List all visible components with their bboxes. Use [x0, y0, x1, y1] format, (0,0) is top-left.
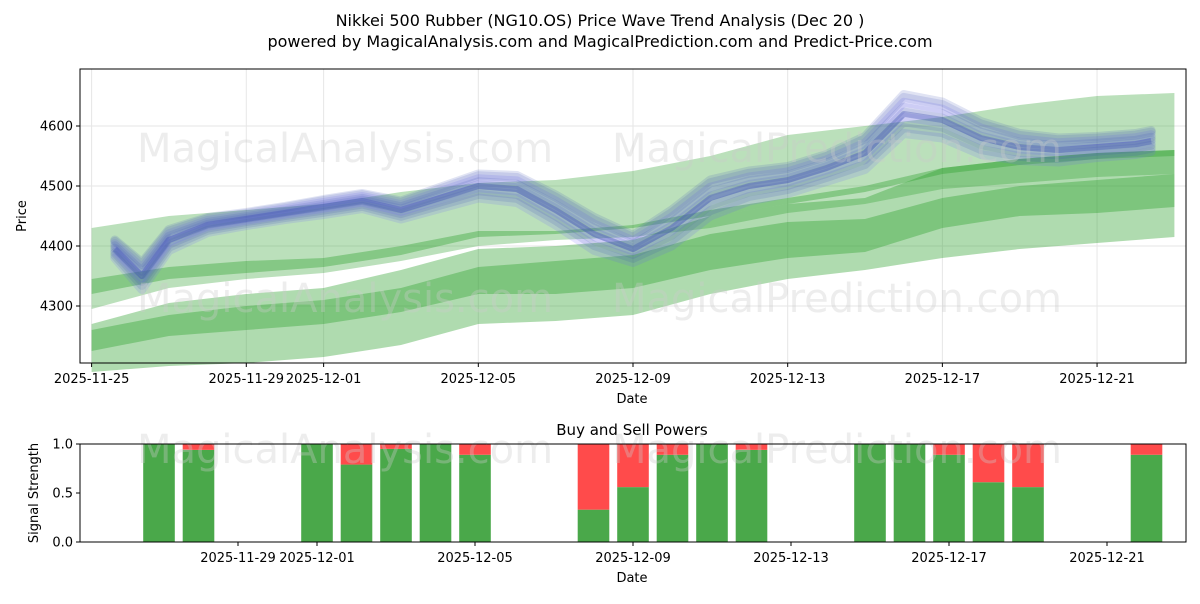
power-chart-title: Buy and Sell Powers	[556, 421, 708, 439]
watermark-analysis-mid: MagicalAnalysis.com	[137, 276, 553, 322]
power-y-axis-label: Signal Strength	[27, 443, 42, 543]
power-y-tick-label: 1.0	[52, 438, 73, 453]
sell-bar	[656, 444, 689, 455]
price-panel: MagicalAnalysis.com MagicalPrediction.co…	[15, 68, 1187, 407]
watermark-prediction-bottom: MagicalPrediction.com	[612, 427, 1062, 473]
watermark-analysis-top: MagicalAnalysis.com	[137, 126, 553, 172]
sell-bar	[735, 444, 768, 450]
buy-bar	[1130, 454, 1163, 542]
buy-bar	[301, 444, 333, 542]
sell-bar	[617, 444, 649, 488]
price-y-axis-label: Price	[15, 200, 30, 232]
buy-bar	[459, 454, 491, 542]
price-x-tick-label: 2025-12-13	[750, 372, 826, 387]
price-wave-core	[112, 111, 1152, 279]
price-x-tick-label: 2025-12-09	[595, 372, 671, 387]
prediction-bands	[91, 93, 1175, 372]
sell-bar	[182, 444, 215, 450]
power-panel: Buy and Sell Powers MagicalAnalysis.com …	[27, 421, 1187, 586]
power-x-ticks: 2025-11-29 2025-12-01 2025-12-05 2025-12-09…	[200, 542, 1145, 566]
buy-bar	[340, 464, 373, 542]
sell-bar	[972, 444, 1005, 483]
buy-bar	[617, 487, 649, 542]
watermark-prediction-mid: MagicalPrediction.com	[612, 276, 1062, 322]
power-y-tick-label: 0.5	[52, 487, 73, 502]
price-x-tick-label: 2025-11-29	[209, 372, 285, 387]
power-x-tick-label: 2025-12-21	[1069, 551, 1145, 566]
sell-bar	[1012, 444, 1044, 488]
buy-bar	[577, 509, 610, 542]
power-x-tick-label: 2025-12-13	[753, 551, 829, 566]
buy-bar	[143, 444, 175, 542]
prediction-band	[91, 150, 1175, 372]
chart-subtitle: powered by MagicalAnalysis.com and Magic…	[267, 32, 932, 51]
price-x-tick-label: 2025-12-01	[286, 372, 362, 387]
buy-bar	[854, 444, 886, 542]
buy-bar	[656, 454, 689, 542]
sell-bar	[459, 444, 491, 455]
price-wave-line	[110, 90, 1156, 267]
price-wave-line	[110, 97, 1156, 273]
power-x-axis-label: Date	[616, 571, 647, 586]
price-wave-line	[110, 129, 1156, 294]
sell-bar	[340, 444, 373, 465]
price-wave-line	[110, 92, 1156, 269]
price-wave-line	[110, 102, 1156, 276]
price-wave-line	[110, 123, 1156, 290]
power-bars	[143, 444, 1163, 542]
sell-bar	[1130, 444, 1163, 455]
sell-bar	[933, 444, 965, 455]
buy-bar	[182, 449, 215, 542]
price-y-tick-label: 4600	[40, 120, 73, 135]
power-x-tick-label: 2025-12-01	[279, 551, 355, 566]
watermark-analysis-bottom: MagicalAnalysis.com	[137, 427, 553, 473]
power-y-tick-label: 0.0	[52, 536, 73, 551]
power-x-tick-label: 2025-12-17	[911, 551, 987, 566]
price-y-tick-label: 4400	[40, 240, 73, 255]
sell-bar	[380, 444, 412, 449]
power-x-tick-label: 2025-12-09	[595, 551, 671, 566]
buy-bar	[696, 444, 728, 542]
buy-bar	[893, 444, 926, 542]
price-x-tick-label: 2025-12-17	[905, 372, 981, 387]
price-y-tick-label: 4500	[40, 180, 73, 195]
price-x-ticks: 2025-11-25 2025-11-29 2025-12-01 2025-12-05…	[54, 363, 1135, 387]
buy-bar	[380, 448, 412, 542]
price-y-ticks: 4300 4400 4500 4600	[40, 120, 80, 315]
chart-title: Nikkei 500 Rubber (NG10.OS) Price Wave T…	[336, 11, 865, 30]
price-x-tick-label: 2025-12-05	[441, 372, 517, 387]
sell-bar	[577, 444, 610, 510]
power-x-tick-label: 2025-12-05	[437, 551, 513, 566]
price-x-tick-label: 2025-12-21	[1059, 372, 1135, 387]
watermark-prediction-top: MagicalPrediction.com	[612, 126, 1062, 172]
power-x-tick-label: 2025-11-29	[200, 551, 276, 566]
price-grid	[80, 69, 1186, 363]
power-y-ticks: 0.0 0.5 1.0	[52, 438, 80, 551]
buy-bar	[419, 444, 452, 542]
buy-bar	[933, 454, 965, 542]
price-wave-line	[110, 112, 1156, 283]
price-y-tick-label: 4300	[40, 300, 73, 315]
prediction-band	[91, 150, 1175, 294]
price-waves	[110, 90, 1156, 294]
price-x-axis-label: Date	[616, 392, 647, 407]
price-wave-line	[110, 117, 1156, 286]
prediction-band	[91, 93, 1175, 309]
prediction-band	[91, 174, 1175, 351]
price-wave-line	[110, 107, 1156, 280]
buy-bar	[735, 449, 768, 542]
price-x-tick-label: 2025-11-25	[54, 372, 130, 387]
buy-bar	[1012, 487, 1044, 542]
buy-bar	[972, 482, 1005, 542]
